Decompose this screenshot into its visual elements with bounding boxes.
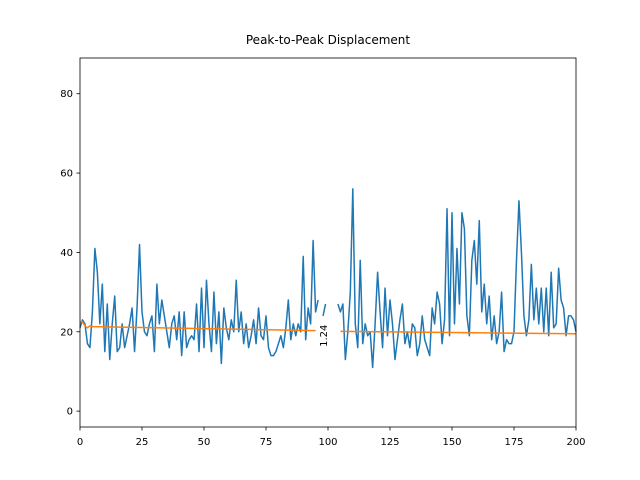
line-series — [79, 188, 577, 369]
y-tick-label: 80 — [60, 89, 73, 100]
annotation: 1.24 — [319, 325, 330, 347]
x-tick-label: 50 — [198, 437, 211, 448]
chart-title: Peak-to-Peak Displacement — [246, 33, 411, 47]
x-tick-label: 125 — [380, 437, 399, 448]
y-tick-label: 0 — [67, 407, 73, 418]
y-tick-label: 60 — [60, 169, 73, 180]
x-tick-label: 25 — [136, 437, 149, 448]
x-tick-label: 75 — [260, 437, 273, 448]
x-tick-label: 175 — [504, 437, 523, 448]
x-tick-label: 100 — [318, 437, 337, 448]
y-tick-label: 40 — [60, 248, 73, 259]
line-series — [80, 321, 577, 335]
y-tick-label: 20 — [60, 327, 73, 338]
x-tick-label: 150 — [442, 437, 461, 448]
x-tick-label: 0 — [77, 437, 83, 448]
x-tick-label: 200 — [566, 437, 585, 448]
plot-frame — [79, 57, 577, 428]
